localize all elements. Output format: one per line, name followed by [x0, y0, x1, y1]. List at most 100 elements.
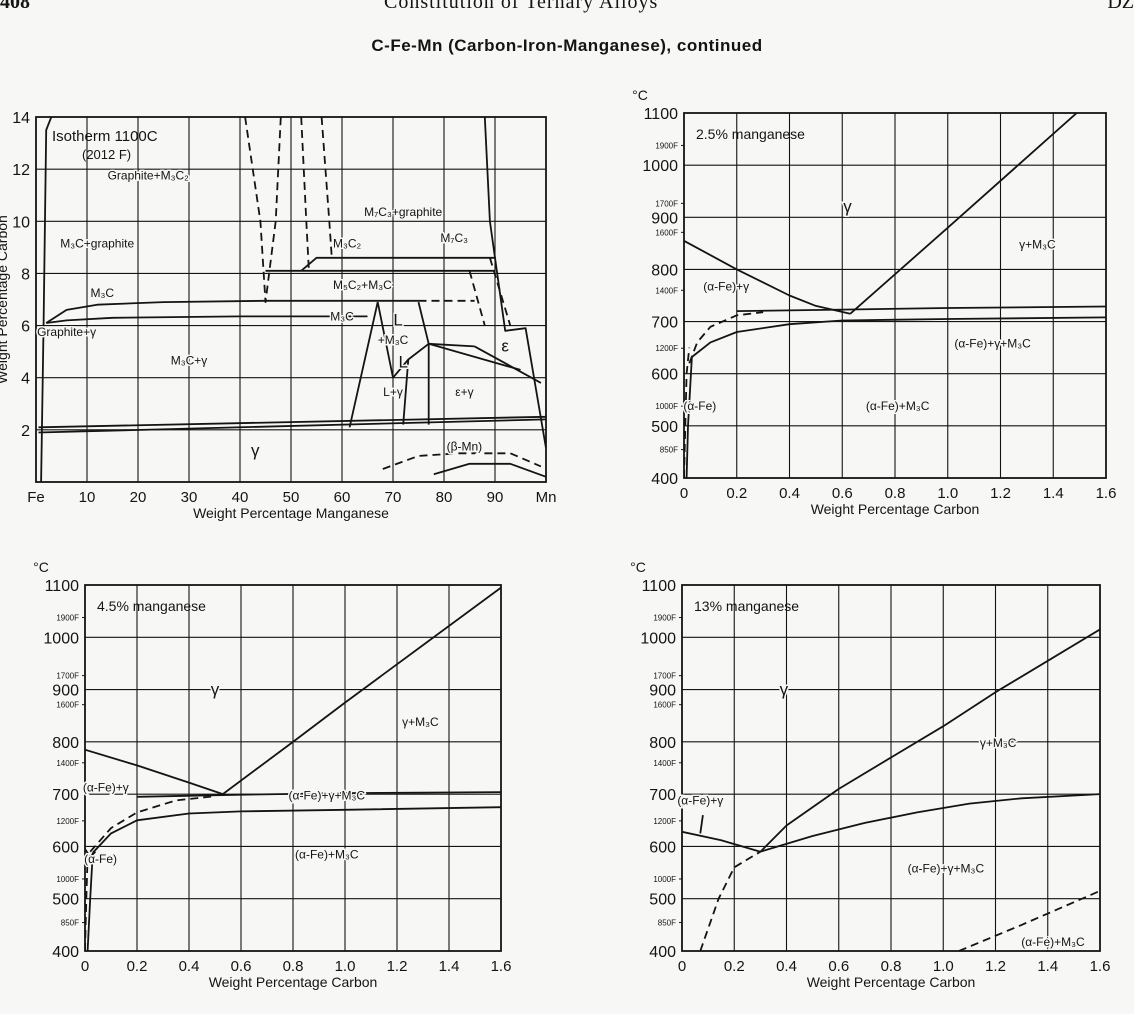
y-tick-label: 700 — [52, 787, 79, 804]
page-number: 408 — [0, 0, 30, 13]
region-label: M₃C — [91, 286, 115, 300]
phase-boundary-18 — [402, 359, 410, 425]
y-tick-label: 1000 — [43, 630, 79, 647]
y-axis-unit-label: °C — [630, 559, 646, 575]
series-group — [684, 113, 1106, 478]
region-label: (α-Fe)+M₃C — [866, 399, 930, 413]
fahrenheit-tick-label: 850F — [658, 919, 676, 928]
x-tick-label: 1.4 — [439, 958, 460, 975]
series-group — [682, 628, 1100, 951]
x-axis-label: Weight Percentage Carbon — [807, 974, 976, 990]
y-tick-label: 400 — [651, 471, 678, 488]
region-label: γ+M₃C — [402, 715, 439, 729]
y-tick-label: 400 — [649, 944, 676, 961]
phase-boundary-9 — [320, 117, 333, 258]
region-label: γ+M₃C — [1019, 238, 1056, 252]
region-label: (α-Fe)+γ+M₃C — [908, 862, 985, 876]
y-tick-label: 12 — [12, 162, 30, 179]
chart-title: 4.5% manganese — [97, 598, 206, 614]
phase-boundary-6 — [300, 256, 495, 272]
phase-boundary-1 — [849, 113, 1079, 315]
x-tick-label: 0.6 — [832, 485, 853, 502]
x-tick-label: 1.2 — [990, 485, 1011, 502]
y-axis-unit-label: °C — [632, 87, 648, 103]
phase-boundary-4 — [46, 315, 368, 324]
phase-boundary-0 — [682, 830, 761, 853]
phase-boundary-15 — [376, 301, 394, 378]
region-label: L — [398, 352, 407, 371]
phase-boundary-21 — [474, 345, 542, 384]
phase-boundary-4 — [688, 311, 764, 364]
plot-frame — [35, 116, 547, 483]
fahrenheit-tick-label: 1000F — [56, 875, 79, 884]
fahrenheit-tick-label: 1600F — [655, 228, 678, 237]
x-tick-label: 1.0 — [933, 958, 954, 975]
region-label: (α-Fe)+γ+M₃C — [289, 788, 366, 802]
phase-boundary-14 — [348, 301, 379, 428]
fahrenheit-tick-label: 1200F — [655, 344, 678, 353]
y-tick-label: 900 — [52, 683, 79, 700]
phase-boundary-3 — [691, 316, 1106, 358]
plot-frame — [683, 112, 1107, 479]
x-tick-label: 0.6 — [231, 958, 252, 975]
plot-frame — [84, 584, 502, 952]
region-label: M₃C₂ — [333, 236, 362, 250]
phase-boundary-5 — [699, 814, 704, 834]
region-label: (β-Mn) — [447, 440, 483, 454]
chart-title: 2.5% manganese — [696, 126, 805, 142]
phase-boundary-2 — [38, 415, 546, 429]
y-tick-label: 800 — [649, 735, 676, 752]
region-label: M₇C₃+graphite — [364, 205, 442, 219]
x-tick-label: 80 — [436, 489, 453, 506]
page-header: 408 Constitution of Ternary Alloys DZ — [0, 0, 1134, 13]
phase-boundary-3 — [92, 806, 501, 854]
region-label: (α-Fe)+γ — [703, 279, 749, 293]
region-label: γ — [780, 680, 789, 699]
x-tick-label: 1.6 — [491, 958, 512, 975]
y-tick-label: 1000 — [640, 630, 676, 647]
phase-boundary-2 — [136, 791, 501, 798]
phase-boundary-23 — [433, 462, 546, 478]
x-tick-label: 10 — [79, 489, 96, 506]
x-tick-label: 0.4 — [779, 485, 800, 502]
region-label: γ — [843, 197, 852, 216]
phase-boundary-8 — [300, 117, 310, 271]
y-axis-label: Weight Percentage Carbon — [0, 215, 10, 384]
fahrenheit-tick-label: 1900F — [56, 614, 79, 623]
y-tick-label: 400 — [52, 944, 79, 961]
region-label: M₃C+γ — [171, 354, 208, 368]
region-label: L — [393, 311, 402, 330]
x-tick-label: 0 — [678, 958, 686, 975]
y-tick-label: 800 — [52, 735, 79, 752]
x-tick-label: 70 — [385, 489, 402, 506]
x-tick-label: Fe — [27, 489, 45, 506]
phase-boundary-5 — [85, 848, 97, 858]
phase-boundary-12 — [489, 257, 512, 326]
region-label: M₃C — [330, 309, 354, 323]
region-label: γ — [211, 680, 220, 699]
phase-boundary-3 — [699, 850, 761, 951]
fahrenheit-tick-label: 1000F — [653, 875, 676, 884]
phase-boundary-13 — [483, 117, 546, 449]
region-label: +M₃C — [378, 333, 409, 347]
x-tick-label: 1.0 — [937, 485, 958, 502]
x-tick-label: 0.2 — [724, 958, 745, 975]
running-title: Constitution of Ternary Alloys — [384, 0, 659, 13]
phase-boundary-1 — [38, 418, 546, 434]
y-tick-label: 900 — [651, 210, 678, 227]
y-tick-label: 4 — [21, 371, 30, 388]
fahrenheit-tick-label: 1000F — [655, 402, 678, 411]
x-tick-label: 0.4 — [776, 958, 797, 975]
x-tick-label: 0.2 — [726, 485, 747, 502]
fahrenheit-tick-label: 850F — [660, 446, 678, 455]
y-tick-label: 1000 — [642, 158, 678, 175]
series-group — [85, 586, 501, 951]
y-tick-label: 500 — [649, 892, 676, 909]
y-tick-label: 8 — [21, 266, 30, 283]
fahrenheit-tick-label: 1400F — [653, 759, 676, 768]
phase-boundary-4 — [958, 890, 1100, 951]
phase-boundary-20 — [428, 342, 521, 371]
fahrenheit-tick-label: 850F — [61, 919, 79, 928]
region-label: γ+M₃C — [980, 736, 1017, 750]
